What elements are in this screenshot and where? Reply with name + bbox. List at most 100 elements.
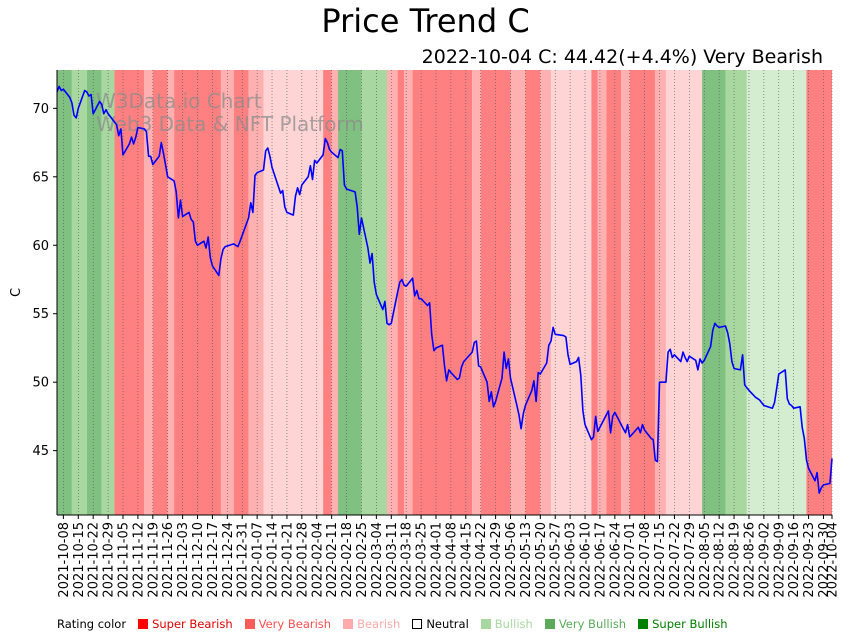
rating-band — [510, 70, 526, 515]
x-tick-label: 2021-12-24 — [221, 522, 236, 598]
x-tick-label: 2022-04-08 — [444, 522, 459, 598]
x-tick-label: 2022-10-04 — [826, 522, 841, 598]
x-tick-label: 2022-08-19 — [728, 522, 743, 598]
x-tick-label: 2022-09-09 — [772, 522, 787, 598]
rating-band — [665, 70, 703, 515]
rating-band — [412, 70, 473, 515]
rating-band — [702, 70, 726, 515]
watermark-text: Web3 Data & NFT Platform — [96, 112, 364, 136]
x-tick-label: 2022-07-01 — [623, 522, 638, 598]
x-tick-label: 2022-02-18 — [340, 522, 355, 598]
rating-band — [71, 70, 87, 515]
x-tick-label: 2022-07-29 — [683, 522, 698, 598]
x-tick-label: 2021-11-26 — [161, 522, 176, 598]
rating-band — [621, 70, 630, 515]
x-tick-label: 2022-01-21 — [280, 522, 295, 598]
x-tick-label: 2022-03-04 — [370, 522, 385, 598]
legend-swatch — [138, 619, 149, 629]
legend-label: Super Bearish — [152, 617, 233, 631]
rating-band — [397, 70, 405, 515]
legend-swatch — [343, 619, 354, 629]
x-tick-label: 2022-06-24 — [608, 522, 623, 598]
legend-item: Bearish — [343, 617, 400, 631]
y-tick-label: 60 — [32, 239, 49, 254]
x-tick-label: 2022-03-11 — [385, 522, 400, 598]
rating-band — [167, 70, 175, 515]
rating-band — [606, 70, 622, 515]
x-tick-label: 2022-03-25 — [415, 522, 430, 598]
rating-band — [114, 70, 145, 515]
x-tick-label: 2022-05-06 — [504, 522, 519, 598]
x-tick-label: 2022-02-25 — [355, 522, 370, 598]
rating-band — [144, 70, 153, 515]
rating-band — [387, 70, 398, 515]
y-tick-label: 50 — [32, 376, 49, 391]
legend-title: Rating color — [57, 617, 127, 631]
x-tick-label: 2022-07-22 — [668, 522, 683, 598]
x-tick-label: 2021-10-29 — [102, 522, 117, 598]
legend-label: Super Bullish — [652, 617, 728, 631]
rating-band — [361, 70, 388, 515]
rating-band — [152, 70, 168, 515]
x-tick-label: 2022-08-05 — [698, 522, 713, 598]
rating-band — [263, 70, 324, 515]
rating-band — [725, 70, 747, 515]
y-axis-label: C — [9, 288, 24, 297]
x-tick-label: 2022-03-18 — [400, 522, 415, 598]
x-tick-label: 2022-02-11 — [325, 522, 340, 598]
x-tick-label: 2021-11-19 — [146, 522, 161, 598]
x-tick-label: 2021-10-08 — [57, 522, 72, 598]
x-tick-label: 2022-09-16 — [787, 522, 802, 598]
legend-swatch — [244, 619, 255, 629]
x-tick-label: 2021-12-03 — [176, 522, 191, 598]
x-tick-label: 2021-12-17 — [206, 522, 221, 598]
legend-swatch — [480, 619, 491, 629]
x-tick-label: 2022-06-17 — [593, 522, 608, 598]
x-tick-label: 2022-01-07 — [251, 522, 266, 598]
rating-band — [331, 70, 339, 515]
rating-band — [248, 70, 264, 515]
x-tick-label: 2021-11-05 — [117, 522, 132, 598]
rating-band — [472, 70, 481, 515]
rating-band — [550, 70, 592, 515]
rating-legend: Rating color Super Bearish Very Bearish Be… — [57, 617, 740, 631]
x-tick-label: 2022-07-08 — [638, 522, 653, 598]
rating-band — [540, 70, 551, 515]
x-tick-label: 2022-09-23 — [802, 522, 817, 598]
x-tick-label: 2022-04-01 — [429, 522, 444, 598]
x-tick-label: 2022-05-13 — [519, 522, 534, 598]
x-tick-label: 2021-12-10 — [191, 522, 206, 598]
legend-item: Neutral — [412, 617, 469, 631]
x-tick-label: 2022-01-28 — [295, 522, 310, 598]
x-tick-label: 2022-06-10 — [579, 522, 594, 598]
x-tick-label: 2022-02-04 — [310, 522, 325, 598]
rating-band — [629, 70, 656, 515]
y-tick-label: 45 — [32, 444, 49, 459]
x-tick-label: 2022-07-15 — [653, 522, 668, 598]
x-tick-label: 2021-12-31 — [236, 522, 251, 598]
watermark-text: W3Data.io Chart — [96, 89, 262, 113]
x-tick-label: 2022-09-30 — [817, 522, 832, 598]
legend-item: Bullish — [480, 617, 533, 631]
x-tick-label: 2022-04-29 — [489, 522, 504, 598]
rating-band — [323, 70, 332, 515]
x-tick-label: 2022-08-26 — [742, 522, 757, 598]
legend-label: Neutral — [426, 617, 469, 631]
legend-item: Very Bearish — [244, 617, 332, 631]
x-tick-label: 2022-06-03 — [564, 522, 579, 598]
rating-band — [525, 70, 541, 515]
y-tick-label: 65 — [32, 170, 49, 185]
rating-band — [597, 70, 607, 515]
x-tick-label: 2022-09-02 — [757, 522, 772, 598]
legend-swatch — [544, 619, 555, 629]
price-line — [56, 85, 833, 494]
rating-band — [233, 70, 249, 515]
legend-label: Very Bearish — [258, 617, 332, 631]
rating-band — [338, 70, 362, 515]
legend-label: Bullish — [494, 617, 533, 631]
rating-band — [591, 70, 598, 515]
legend-label: Bearish — [357, 617, 401, 631]
y-tick-label: 55 — [32, 307, 49, 322]
rating-band — [746, 70, 807, 515]
